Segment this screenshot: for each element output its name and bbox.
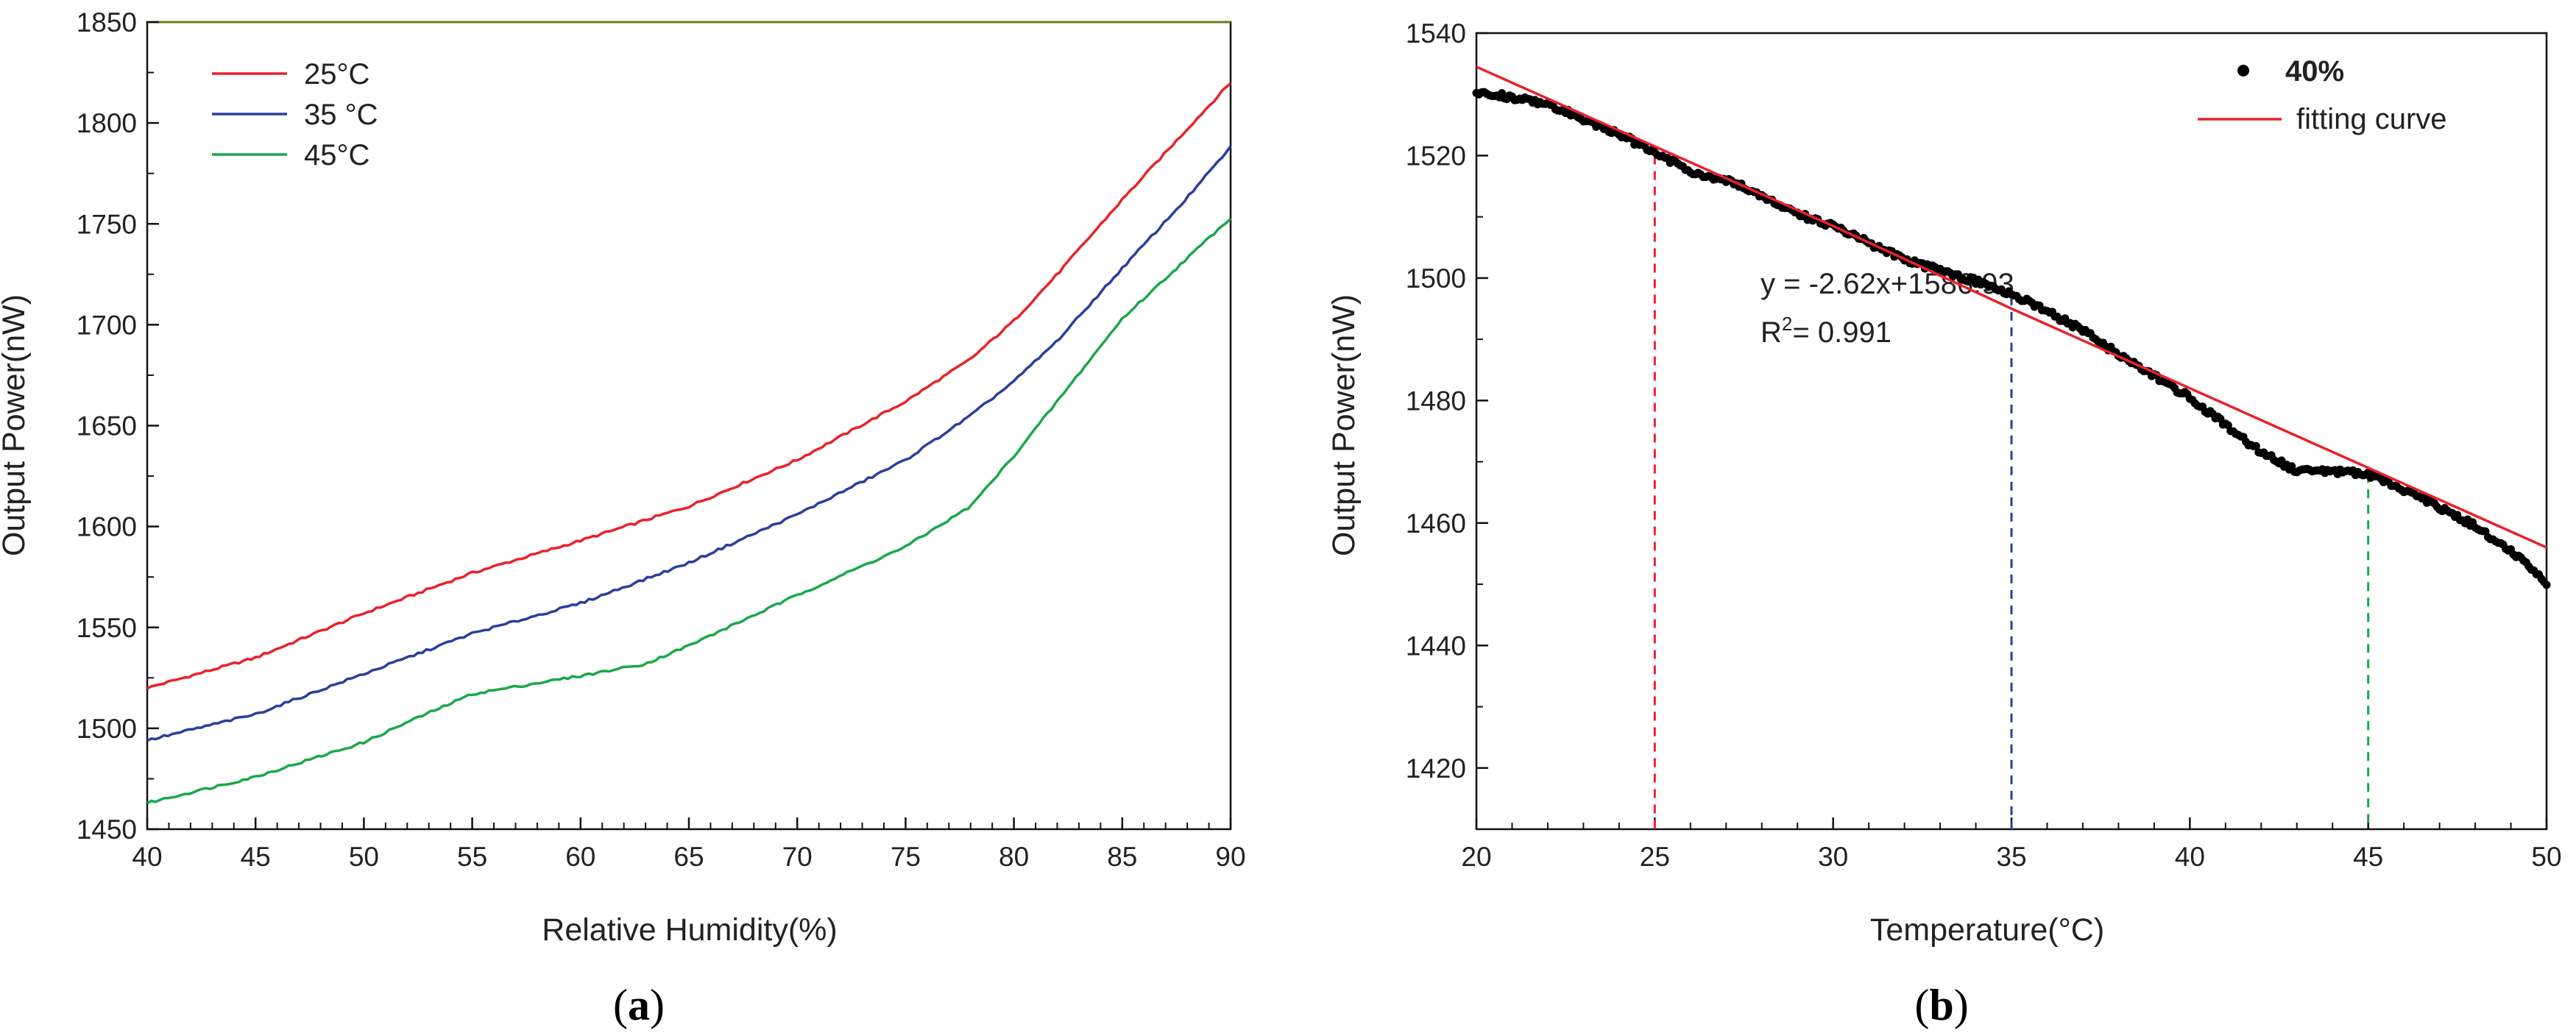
panel-b-y-tick-label: 1520 xyxy=(1406,141,1466,171)
legend-label-0: 25°C xyxy=(304,58,369,90)
panel-a-y-tick-label: 1750 xyxy=(77,209,137,239)
panel-a-x-tick-label: 75 xyxy=(891,842,921,872)
panel-a-chart: Output Power(nW) Relative Humidity(%) (a… xyxy=(0,7,1246,1029)
legend-label-2: 45°C xyxy=(304,139,369,171)
panel-b-x-tick-label: 25 xyxy=(1640,842,1670,872)
panel-a-y-axis-title: Output Power(nW) xyxy=(0,294,32,556)
series-line-25c xyxy=(146,82,1232,690)
panel-a-x-tick-label: 85 xyxy=(1107,842,1137,872)
panel-a-x-tick-label: 60 xyxy=(565,842,595,872)
legend-label-fit: fitting curve xyxy=(2296,103,2447,135)
panel-b-y-tick-label: 1420 xyxy=(1406,753,1466,784)
panel-b-x-axis-title: Temperature(°C) xyxy=(1870,912,2104,948)
panel-a-y-tick-label: 1850 xyxy=(77,7,137,38)
panel-a-x-tick-label: 45 xyxy=(241,842,271,872)
panel-a-x-tick-label: 55 xyxy=(457,842,487,872)
scatter-point xyxy=(2251,441,2260,450)
panel-a-x-tick-label: 65 xyxy=(673,842,704,872)
panel-b-y-tick-label: 1500 xyxy=(1406,263,1466,294)
panel-a-y-tick-label: 1650 xyxy=(77,411,137,441)
series-line-35c xyxy=(146,145,1232,742)
panel-a-x-tick-label: 90 xyxy=(1215,842,1245,872)
panel-b-chart: Output Power(nW) Temperature(°C) (b) y =… xyxy=(1326,18,2562,1029)
panel-a-x-tick-label: 50 xyxy=(349,842,379,872)
panel-b-x-tick-label: 35 xyxy=(1996,842,2026,872)
legend-marker-40 xyxy=(2237,65,2249,77)
panel-a-y-tick-label: 1550 xyxy=(77,613,137,643)
scatter-point xyxy=(2542,581,2551,589)
panel-a-x-axis-title: Relative Humidity(%) xyxy=(542,912,837,948)
legend-label-1: 35 °C xyxy=(304,99,378,131)
panel-b-plot-frame xyxy=(1475,32,2548,831)
panel-a-y-tick-label: 1450 xyxy=(77,814,137,845)
panel-b-y-tick-label: 1540 xyxy=(1406,18,1466,49)
panel-a-y-tick-label: 1800 xyxy=(77,108,137,138)
panel-b-x-tick-label: 30 xyxy=(1818,842,1848,872)
legend-label-40: 40% xyxy=(2285,55,2344,88)
panel-a-label: (a) xyxy=(613,981,665,1029)
panel-a-y-tick-label: 1600 xyxy=(77,512,137,542)
panel-a-y-tick-label: 1700 xyxy=(77,310,137,340)
panel-a-y-tick-label: 1500 xyxy=(77,714,137,744)
panel-b-y-tick-label: 1440 xyxy=(1406,631,1466,661)
series-line-45c xyxy=(146,217,1232,805)
panel-a-x-tick-label: 40 xyxy=(132,842,162,872)
panel-b-x-tick-label: 40 xyxy=(2175,842,2205,872)
panel-b-x-tick-label: 20 xyxy=(1461,842,1491,872)
panel-b-label: (b) xyxy=(1914,981,1968,1029)
panel-a-x-tick-label: 80 xyxy=(999,842,1029,872)
panel-b-x-tick-label: 45 xyxy=(2353,842,2383,872)
fitting-curve-line xyxy=(1476,65,2547,549)
panel-a-x-tick-label: 70 xyxy=(782,842,813,872)
panel-b-y-tick-label: 1480 xyxy=(1406,386,1466,416)
panel-b-y-axis-title: Output Power(nW) xyxy=(1326,294,1362,556)
fit-r-squared: R2= 0.991 xyxy=(1761,313,1892,349)
panel-b-x-tick-label: 50 xyxy=(2531,842,2561,872)
panel-b-y-tick-label: 1460 xyxy=(1406,508,1466,539)
